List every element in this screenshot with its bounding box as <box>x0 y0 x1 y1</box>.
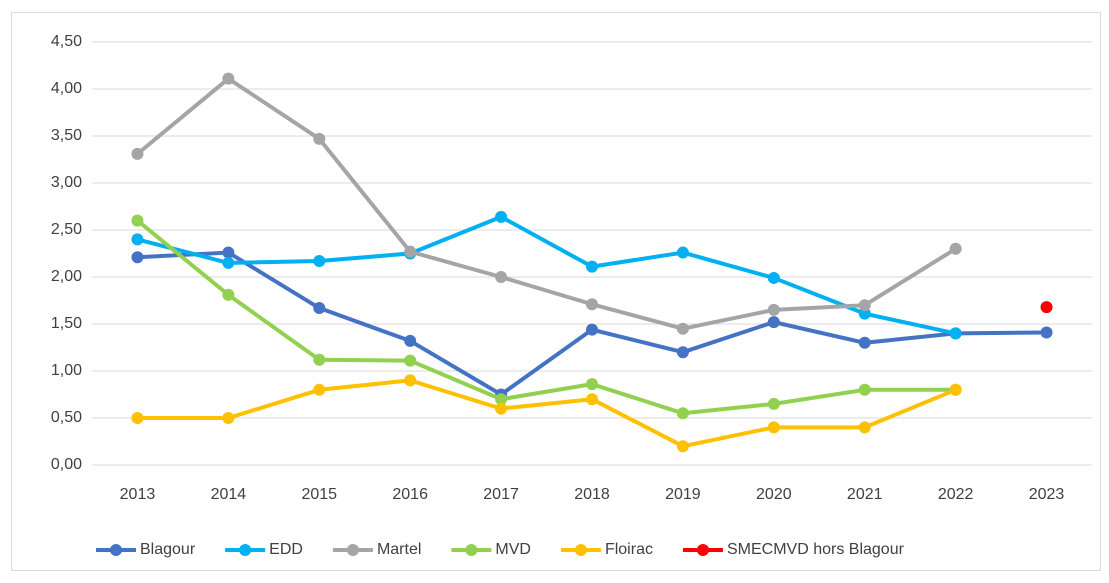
legend-label: SMECMVD hors Blagour <box>727 541 905 558</box>
data-point <box>676 246 689 259</box>
y-tick-label: 1,00 <box>51 362 82 379</box>
x-tick-label: 2023 <box>1029 486 1065 503</box>
x-tick-label: 2020 <box>756 486 792 503</box>
legend-label: EDD <box>269 541 303 558</box>
x-tick-label: 2021 <box>847 486 883 503</box>
data-point <box>586 378 598 391</box>
data-point <box>222 256 235 269</box>
series-line <box>136 214 957 336</box>
data-point <box>949 242 962 255</box>
data-point <box>586 393 598 406</box>
y-tick-label: 0,50 <box>51 409 82 426</box>
legend-marker <box>239 544 252 556</box>
data-point <box>313 383 326 396</box>
data-point <box>404 354 417 367</box>
legend-marker <box>110 544 122 556</box>
data-point <box>858 299 871 312</box>
data-point <box>586 323 598 336</box>
data-point <box>495 402 508 415</box>
data-point <box>767 271 780 284</box>
data-point <box>1040 326 1053 339</box>
x-tick-label: 2015 <box>301 486 337 503</box>
data-point <box>222 288 235 301</box>
data-point <box>313 255 326 268</box>
data-point <box>131 214 144 227</box>
data-point <box>858 307 871 320</box>
y-tick-label: 3,50 <box>51 127 82 144</box>
legend-label: Martel <box>377 541 421 558</box>
data-point <box>131 233 144 246</box>
data-point <box>404 334 417 347</box>
data-point <box>313 132 326 145</box>
y-tick-label: 2,50 <box>51 221 82 238</box>
x-tick-label: 2019 <box>665 486 701 503</box>
data-point <box>495 271 508 283</box>
data-point <box>858 336 871 349</box>
x-tick-label: 2013 <box>120 486 156 503</box>
data-point <box>767 303 780 316</box>
data-point <box>676 346 689 359</box>
data-point <box>222 72 235 85</box>
y-tick-label: 4,50 <box>51 33 82 50</box>
legend-marker <box>574 544 587 556</box>
data-point <box>495 210 508 223</box>
x-tick-label: 2018 <box>574 486 610 503</box>
data-point <box>131 147 144 160</box>
legend-marker <box>465 544 478 556</box>
data-point <box>313 353 326 366</box>
data-point <box>131 412 144 424</box>
y-tick-label: 3,00 <box>51 174 82 191</box>
data-point <box>767 397 780 410</box>
series-line <box>136 219 956 416</box>
y-tick-label: 2,00 <box>51 268 82 285</box>
data-point <box>676 407 689 420</box>
x-tick-label: 2022 <box>938 486 974 503</box>
data-point <box>131 251 144 264</box>
data-point <box>767 421 780 434</box>
y-tick-label: 4,00 <box>51 80 82 97</box>
data-point <box>676 322 689 335</box>
series-line <box>136 76 957 331</box>
data-point <box>222 412 235 424</box>
data-point <box>676 440 689 453</box>
series-line <box>137 378 957 449</box>
data-point <box>222 246 235 259</box>
data-point <box>858 383 871 396</box>
data-point <box>1040 301 1053 314</box>
legend-marker <box>696 544 709 556</box>
y-tick-label: 1,50 <box>51 315 82 332</box>
x-tick-label: 2016 <box>392 486 428 503</box>
data-point <box>858 421 871 434</box>
legend-label: MVD <box>495 541 531 558</box>
legend-marker <box>346 544 359 556</box>
data-point <box>313 302 326 315</box>
data-point <box>586 260 598 273</box>
data-point <box>404 374 417 387</box>
data-point <box>495 393 508 406</box>
legend-label: Floirac <box>605 541 653 558</box>
x-tick-label: 2014 <box>211 486 247 503</box>
legend-label: Blagour <box>140 541 196 558</box>
data-point <box>767 316 780 329</box>
data-point <box>949 327 962 340</box>
y-tick-label: 0,00 <box>51 456 82 473</box>
data-point <box>586 298 598 311</box>
x-tick-label: 2017 <box>483 486 519 503</box>
data-point <box>949 383 962 396</box>
data-point <box>404 245 417 258</box>
